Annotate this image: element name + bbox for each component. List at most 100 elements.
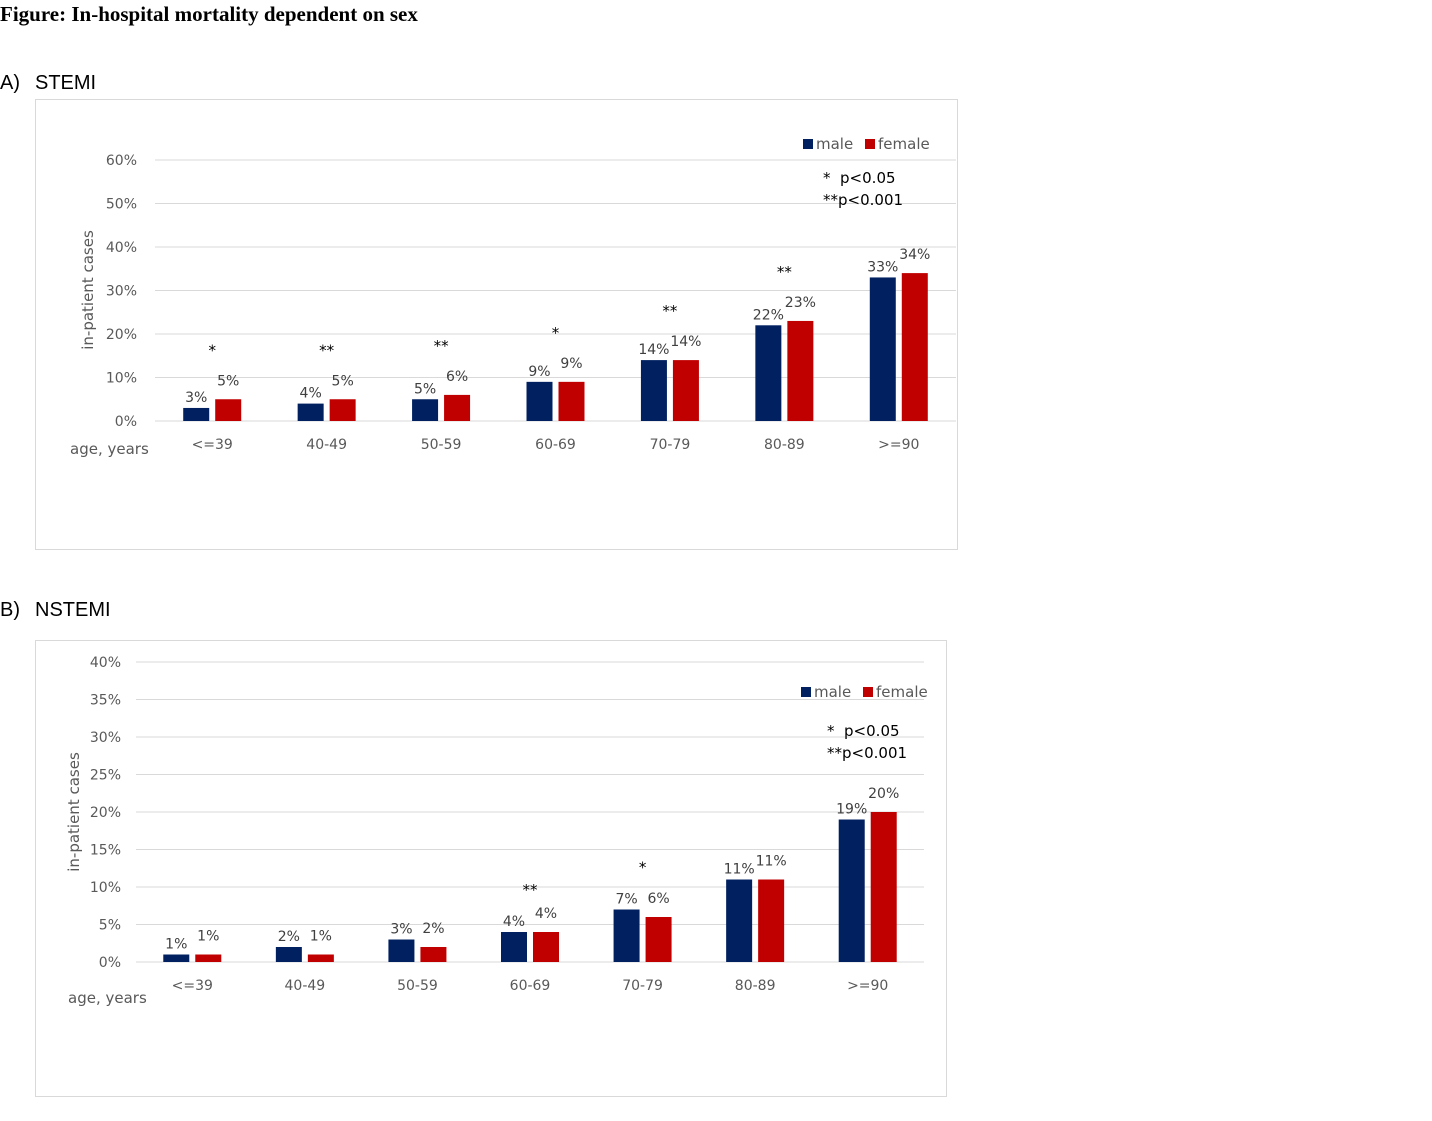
category-label: 70-79 [622, 978, 663, 994]
note-p005: * p<0.05 [827, 722, 900, 740]
y-tick-label: 0% [115, 414, 137, 430]
panel-b-name: NSTEMI [35, 599, 111, 621]
bar-female [307, 954, 334, 962]
y-tick-label: 20% [90, 805, 121, 821]
note-p0001: **p<0.001 [827, 744, 907, 762]
significance-marker: ** [319, 341, 335, 359]
significance-marker: * [639, 859, 647, 877]
category-label: 60-69 [510, 978, 551, 994]
bar-female [533, 932, 559, 962]
bar-female [870, 812, 897, 962]
y-tick-label: 30% [90, 730, 121, 746]
data-label-male: 5% [414, 381, 436, 397]
bar-female [558, 381, 585, 421]
data-label-male: 3% [390, 922, 412, 938]
chart-nstemi-svg: 0% 5% 10% 15% 20% 25% 30% 35% 40% in-patient case… [65, 655, 928, 1007]
bar-male [275, 947, 302, 962]
x-axis-label: age, years [70, 440, 149, 458]
significance-marker: * [208, 341, 216, 359]
data-label-female: 9% [560, 356, 582, 372]
category-label: 70-79 [650, 437, 691, 453]
bar-male [526, 381, 553, 421]
category-label: <=39 [172, 978, 213, 994]
category-label: >=90 [847, 978, 888, 994]
y-tick-label: 30% [106, 284, 137, 300]
y-tick-label: 50% [106, 197, 137, 213]
bar-male [726, 879, 753, 962]
bar-male [183, 407, 210, 421]
figure-title: Figure: In-hospital mortality dependent … [0, 2, 418, 26]
panel-a-label: A) [0, 72, 20, 94]
data-label-female: 11% [756, 854, 787, 870]
y-tick-label: 40% [106, 240, 137, 256]
data-label-female: 2% [422, 921, 444, 937]
legend-swatch-male [801, 687, 811, 697]
bar-female [672, 360, 699, 421]
data-label-male: 33% [867, 259, 898, 275]
bar-male [640, 360, 667, 421]
category-label: 60-69 [535, 437, 576, 453]
bar-female [195, 954, 222, 962]
legend-label-female: female [878, 135, 930, 153]
bar-male [163, 954, 190, 962]
legend-swatch-male [803, 139, 813, 149]
data-label-male: 3% [185, 390, 207, 406]
note-p005: * p<0.05 [823, 169, 896, 187]
category-label: 40-49 [285, 978, 326, 994]
data-label-male: 11% [724, 862, 755, 878]
data-label-female: 5% [217, 373, 239, 389]
panel-a-title: A) STEMI [0, 72, 96, 95]
y-tick-label: 0% [99, 955, 121, 971]
bar-female [420, 947, 447, 962]
y-axis-label: in-patient cases [79, 230, 97, 350]
y-tick-label: 40% [90, 655, 121, 671]
data-label-male: 4% [300, 386, 322, 402]
y-tick-label: 35% [90, 693, 121, 709]
data-label-male: 19% [836, 802, 867, 818]
y-axis-label: in-patient cases [65, 752, 83, 872]
data-label-female: 4% [535, 906, 557, 922]
bar-male [297, 403, 324, 421]
bar-female [215, 399, 242, 421]
category-label: 80-89 [735, 978, 776, 994]
bar-female [444, 394, 471, 421]
data-label-female: 1% [310, 929, 332, 945]
category-label: >=90 [878, 437, 919, 453]
legend-label-male: male [816, 135, 853, 153]
category-label: 40-49 [306, 437, 347, 453]
bar-male [613, 909, 640, 962]
y-tick-label: 10% [106, 371, 137, 387]
significance-marker: ** [523, 881, 539, 899]
panel-b-title: B) NSTEMI [0, 599, 111, 622]
bar-male [838, 819, 865, 962]
significance-marker: * [552, 324, 560, 342]
data-label-male: 9% [528, 364, 550, 380]
y-tick-label: 15% [90, 843, 121, 859]
data-label-male: 22% [753, 307, 784, 323]
panel-a-name: STEMI [35, 72, 97, 94]
data-label-female: 1% [197, 929, 219, 945]
category-label: 80-89 [764, 437, 805, 453]
y-tick-label: 5% [99, 918, 121, 934]
significance-marker: ** [662, 302, 678, 320]
bar-male [388, 939, 415, 962]
category-label: <=39 [192, 437, 233, 453]
bar-female [901, 273, 928, 421]
legend-label-female: female [876, 683, 928, 701]
data-label-female: 14% [670, 334, 701, 350]
significance-marker: ** [777, 263, 793, 281]
data-label-female: 6% [446, 369, 468, 385]
data-label-female: 20% [868, 786, 899, 802]
data-label-female: 23% [785, 295, 816, 311]
legend-swatch-female [865, 139, 875, 149]
y-tick-label: 20% [106, 327, 137, 343]
category-label: 50-59 [421, 437, 462, 453]
data-label-male: 2% [278, 929, 300, 945]
y-tick-label: 10% [90, 880, 121, 896]
y-tick-label: 25% [90, 768, 121, 784]
data-label-female: 34% [899, 247, 930, 263]
panel-b-label: B) [0, 599, 20, 621]
data-label-male: 14% [638, 342, 669, 358]
chart-stemi: 0% 10% 20% 30% 40% 50% 60% in-patient cases age,… [35, 99, 958, 550]
data-label-female: 5% [332, 373, 354, 389]
